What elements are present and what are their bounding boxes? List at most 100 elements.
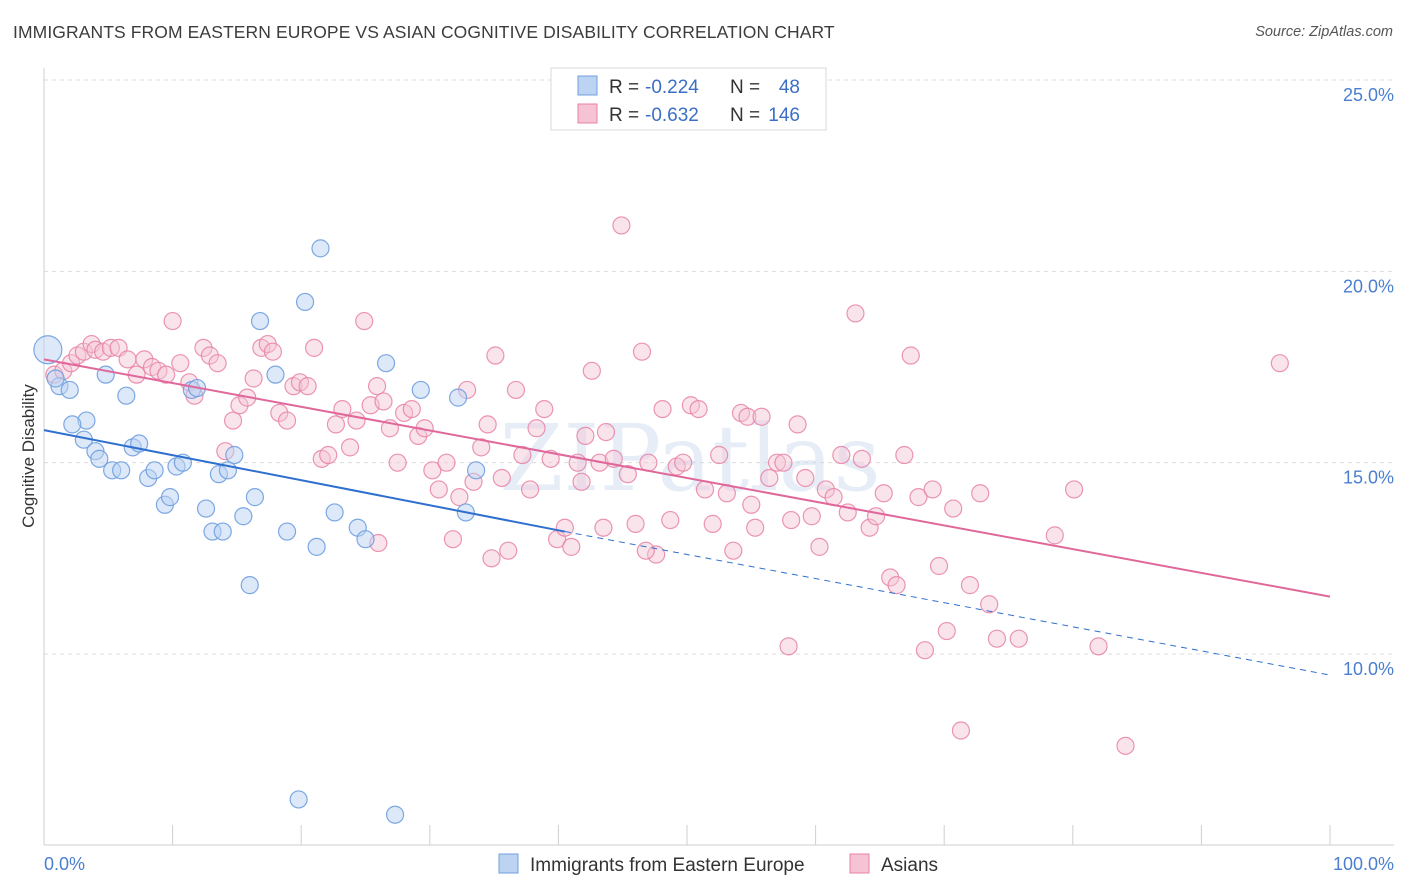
asian-point (689, 399, 708, 419)
eastern-europe-point (277, 522, 297, 541)
eastern-europe-point (295, 292, 315, 312)
asian-point (596, 422, 616, 442)
asian-point (626, 514, 645, 533)
asian-point (521, 480, 540, 499)
asian-point (846, 304, 865, 323)
chart-title: IMMIGRANTS FROM EASTERN EUROPE VS ASIAN … (13, 22, 835, 42)
asian-point (200, 346, 219, 365)
legend-r-value: -0.632 (645, 105, 699, 126)
asian-point (980, 595, 999, 614)
asian-point (774, 453, 793, 472)
asian-point (960, 576, 980, 595)
asian-point (1089, 637, 1108, 656)
eastern-europe-point (160, 488, 180, 507)
legend-r-label: R = (609, 77, 639, 98)
asian-point (562, 537, 581, 556)
asian-point (639, 453, 658, 472)
asian-point (355, 311, 374, 331)
asian-point (618, 465, 637, 484)
asian-point (661, 510, 680, 530)
eastern-europe-point (234, 507, 253, 526)
asian-point (653, 399, 672, 419)
eastern-europe-point (311, 239, 330, 258)
bottom-legend-swatch-blue (498, 853, 519, 874)
legend-r-value: -0.224 (645, 77, 699, 98)
eastern-europe-point (325, 503, 344, 522)
x-tick-label-min: 0.0% (44, 854, 85, 874)
asian-point (506, 380, 526, 400)
asian-point (710, 445, 729, 465)
asian-point (101, 338, 120, 357)
asian-point (135, 350, 154, 369)
asian-point (472, 438, 491, 457)
eastern-europe-point (225, 445, 244, 465)
asian-point (304, 338, 324, 357)
asian-point (810, 537, 829, 556)
eastern-europe-point (245, 488, 265, 507)
asian-point (738, 407, 757, 426)
eastern-europe-point (63, 415, 82, 434)
eastern-europe-point (46, 369, 65, 388)
eastern-europe-point (90, 449, 109, 468)
asian-point (647, 545, 666, 564)
eastern-europe-point (240, 576, 259, 595)
bottom-legend-label: Asians (881, 855, 938, 876)
asian-point (450, 488, 469, 507)
asian-point (1270, 354, 1289, 373)
asian-point (443, 530, 463, 549)
eastern-europe-point (117, 386, 136, 405)
asian-point (1009, 629, 1028, 648)
asian-point (832, 445, 851, 465)
asian-point (513, 445, 532, 465)
legend-box: R = -0.224 N = 48 R = -0.632 N = 146 (550, 67, 827, 131)
y-tick-label: 25.0% (1343, 85, 1394, 105)
asian-point (695, 480, 715, 499)
asian-point (636, 541, 655, 560)
asian-point (915, 641, 935, 660)
asian-point (901, 346, 920, 365)
eastern-europe-point (411, 380, 430, 400)
asian-point (277, 411, 297, 430)
asian-point (951, 721, 971, 740)
asian-point (874, 484, 893, 503)
eastern-europe-point (466, 461, 486, 480)
asian-point (492, 468, 511, 488)
eastern-europe-point (289, 790, 308, 809)
asian-point (582, 361, 601, 380)
eastern-europe-point (307, 537, 326, 556)
asian-point (929, 556, 949, 576)
eastern-europe-point (356, 530, 375, 549)
asian-point (244, 369, 263, 388)
eastern-europe-point (448, 388, 468, 407)
asian-point (263, 342, 283, 361)
y-tick-labels: 10.0% 15.0% 20.0% 25.0% (1343, 85, 1394, 679)
eastern-europe-point (266, 365, 285, 384)
eastern-europe-point (60, 380, 79, 400)
eastern-europe-point (145, 461, 164, 480)
eastern-europe-point (213, 522, 232, 541)
asian-point (208, 354, 227, 373)
asian-point (594, 518, 613, 537)
asian-point (118, 350, 137, 369)
legend-n-label: N = (730, 105, 760, 126)
asian-point (478, 415, 497, 434)
asian-point (171, 354, 190, 373)
asian-point (742, 495, 761, 514)
asian-point (1045, 526, 1064, 545)
asian-point (437, 453, 456, 472)
asian-point (866, 507, 886, 526)
asian-point (163, 311, 182, 331)
asian-point (367, 377, 387, 396)
asian-point (788, 415, 807, 434)
asian-point (971, 484, 990, 503)
asian-point (760, 468, 779, 488)
asian-point (326, 415, 346, 434)
asian-point (535, 399, 554, 419)
asian-point (767, 453, 787, 472)
asian-point (782, 510, 801, 530)
bottom-legend-swatch-pink (849, 853, 870, 874)
asian-point (347, 411, 366, 430)
asian-point (944, 499, 963, 518)
asian-point (937, 621, 956, 641)
eastern-europe-trend-extension (564, 531, 1331, 676)
